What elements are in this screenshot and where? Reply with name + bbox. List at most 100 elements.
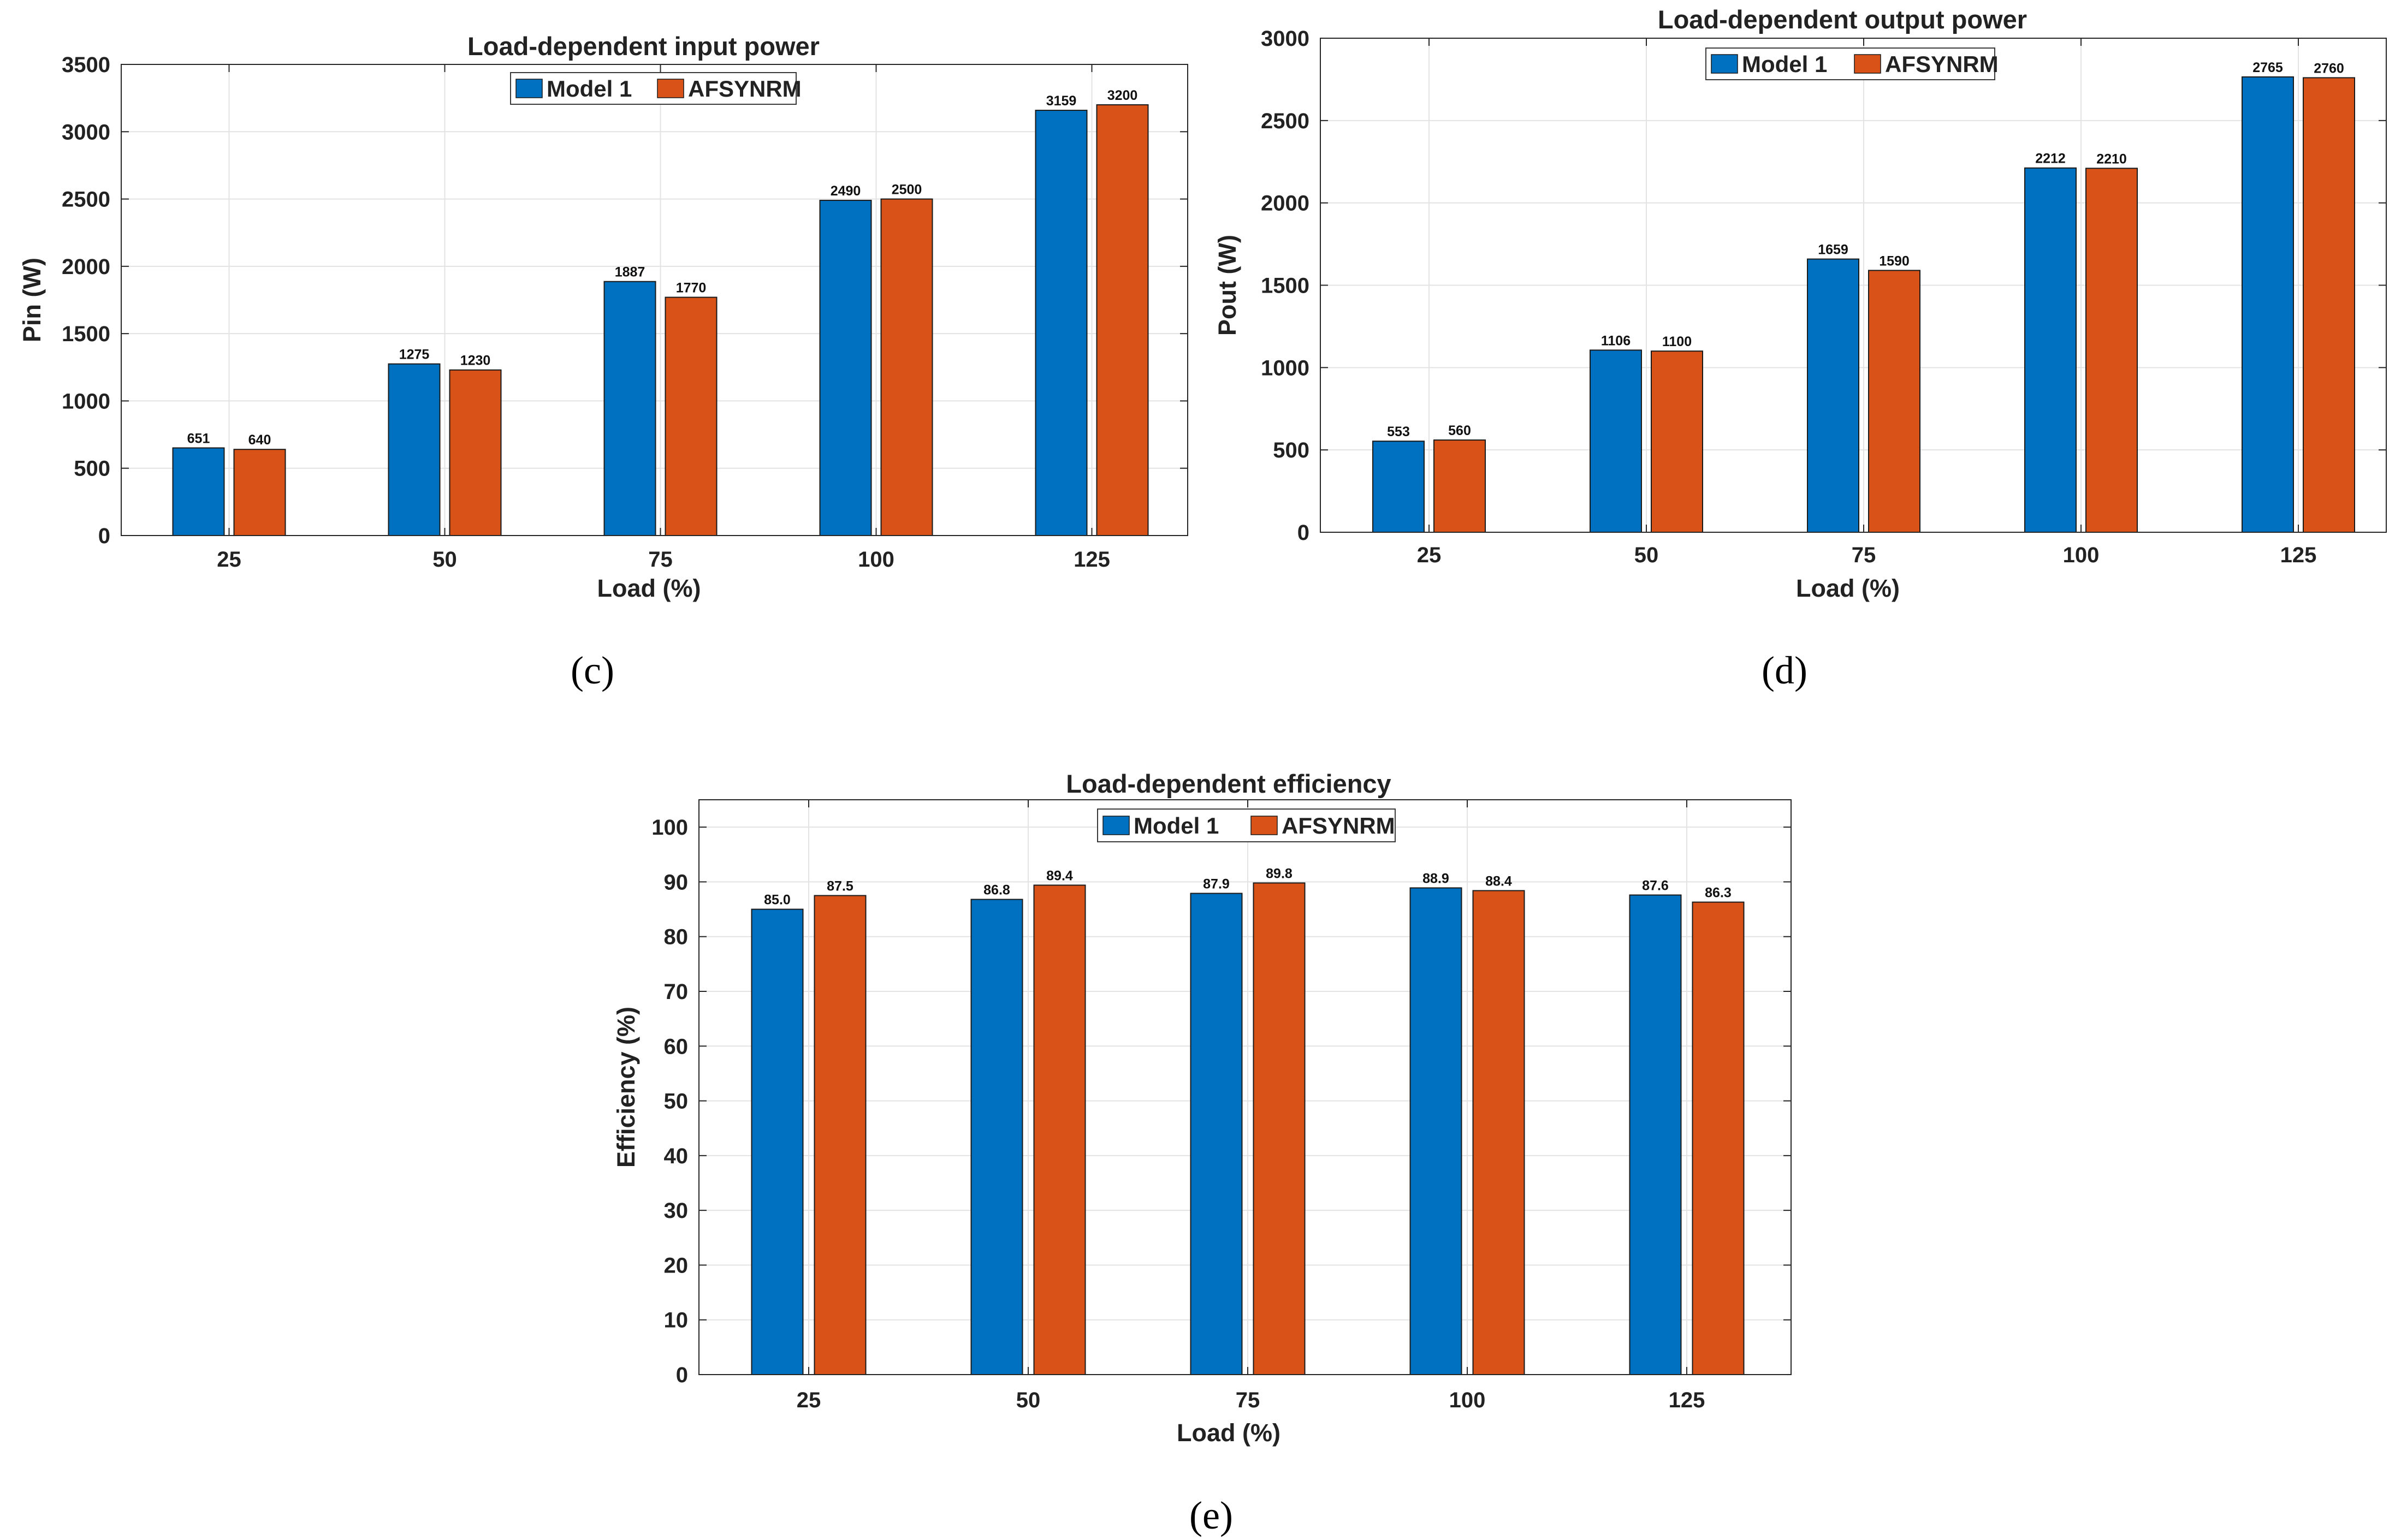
data-label: 89.4 — [1046, 868, 1073, 883]
x-tick-label: 25 — [797, 1388, 821, 1412]
y-tick-label: 1500 — [1261, 274, 1309, 298]
legend: Model 1 AFSYNRM — [1705, 47, 1999, 80]
x-tick-label: 125 — [2280, 543, 2317, 567]
y-tick-label: 1500 — [62, 322, 110, 346]
y-tick-label: 3000 — [1261, 27, 1309, 51]
data-label: 1659 — [1818, 242, 1848, 258]
chart-panel: 0 10 20 30 40 50 60 70 80 90 100 85.0 87.5 25 86.8 89.4… — [612, 769, 1792, 1537]
data-label: 87.6 — [1642, 878, 1669, 893]
data-label: 2765 — [2252, 60, 2283, 75]
x-tick-label: 125 — [1074, 548, 1110, 572]
legend-label-model1: Model 1 — [547, 76, 632, 102]
x-axis-label: Load (%) — [597, 574, 701, 602]
y-tick-label: 0 — [98, 524, 110, 548]
bar-afsynrm — [1033, 884, 1086, 1375]
bar-model1 — [1035, 110, 1088, 536]
x-tick-label: 25 — [217, 548, 241, 572]
data-label: 1230 — [460, 353, 491, 368]
axes-frame — [698, 799, 1792, 1375]
legend: Model 1 AFSYNRM — [510, 72, 802, 105]
y-tick-label: 3500 — [62, 53, 110, 77]
data-label: 3159 — [1046, 93, 1077, 109]
legend-box — [1097, 808, 1396, 842]
x-axis-label: Load (%) — [1796, 574, 1900, 602]
y-tick-label: 100 — [651, 816, 688, 840]
bar-afsynrm — [1651, 350, 1703, 533]
legend-label-afsynrm: AFSYNRM — [1885, 51, 1999, 77]
legend-label-afsynrm: AFSYNRM — [1282, 813, 1395, 839]
chart-panel: 0 500 1000 1500 2000 2500 3000 553 560 25 1106 1100… — [1213, 5, 2387, 692]
bar-afsynrm — [233, 449, 286, 536]
data-label: 3200 — [1107, 88, 1138, 103]
chart-title: Load-dependent efficiency — [1066, 769, 1391, 798]
data-label: 2210 — [2096, 151, 2127, 167]
bar-afsynrm — [1096, 104, 1149, 536]
x-axis-label: Load (%) — [1177, 1419, 1280, 1447]
data-label: 88.9 — [1422, 871, 1449, 886]
x-tick-label: 75 — [648, 548, 673, 572]
data-label: 1106 — [1601, 333, 1631, 348]
legend-label-model1: Model 1 — [1134, 813, 1219, 839]
data-label: 2760 — [2314, 61, 2344, 76]
x-tick-label: 50 — [432, 548, 457, 572]
bar-afsynrm — [449, 369, 502, 537]
legend-box — [510, 72, 797, 105]
y-tick-label: 30 — [664, 1199, 689, 1223]
data-label: 87.5 — [827, 879, 853, 894]
y-tick-label: 50 — [664, 1090, 689, 1114]
legend-label-model1: Model 1 — [1742, 51, 1827, 77]
data-label: 88.4 — [1485, 873, 1512, 889]
x-tick-label: 75 — [1236, 1388, 1260, 1412]
legend-swatch-model1 — [515, 79, 543, 98]
bar-afsynrm — [665, 296, 718, 536]
data-label: 560 — [1448, 423, 1471, 438]
bar-afsynrm — [1253, 882, 1306, 1376]
y-tick-label: 90 — [664, 870, 689, 894]
data-label: 1887 — [615, 265, 645, 280]
bar-model1 — [1372, 441, 1425, 533]
y-tick-label: 70 — [664, 980, 689, 1004]
y-tick-label: 1000 — [62, 389, 110, 413]
bar-model1 — [172, 447, 225, 536]
legend-swatch-afsynrm — [1854, 54, 1881, 74]
panel-label: (d) — [1762, 649, 1807, 692]
panel-label: (c) — [571, 649, 614, 692]
y-tick-label: 1000 — [1261, 356, 1309, 380]
bar-afsynrm — [814, 895, 867, 1375]
bar-model1 — [2024, 167, 2077, 533]
data-label: 651 — [187, 431, 210, 446]
y-tick-label: 2500 — [1261, 109, 1309, 133]
y-tick-label: 2000 — [1261, 192, 1309, 216]
data-label: 85.0 — [764, 893, 791, 908]
y-tick-label: 2500 — [62, 188, 110, 212]
plot-area — [698, 799, 1792, 1375]
legend-swatch-model1 — [1711, 54, 1738, 74]
legend-label-afsynrm: AFSYNRM — [688, 76, 802, 102]
bar-model1 — [819, 200, 872, 536]
x-tick-label: 75 — [1852, 543, 1876, 567]
bar-model1 — [1590, 349, 1642, 533]
data-label: 2212 — [2035, 151, 2066, 167]
bar-afsynrm — [2085, 168, 2138, 533]
chart-title: Load-dependent output power — [1658, 5, 2027, 34]
legend-swatch-afsynrm — [1250, 816, 1278, 835]
y-tick-label: 2000 — [62, 255, 110, 279]
data-label: 2500 — [892, 182, 922, 198]
bar-model1 — [2242, 76, 2294, 533]
bar-model1 — [970, 899, 1023, 1375]
axes-frame — [121, 64, 1188, 536]
y-tick-label: 500 — [1273, 438, 1309, 462]
bar-model1 — [1807, 258, 1859, 533]
data-label: 640 — [248, 432, 271, 448]
y-tick-label: 80 — [664, 925, 689, 949]
y-tick-label: 500 — [74, 457, 110, 481]
y-axis-label: Pin (W) — [18, 258, 46, 342]
y-tick-label: 0 — [1297, 521, 1309, 545]
bar-afsynrm — [880, 198, 933, 537]
bar-afsynrm — [1868, 270, 1920, 533]
bar-model1 — [1190, 893, 1243, 1375]
bar-afsynrm — [1692, 901, 1745, 1375]
legend-box — [1705, 47, 1995, 80]
y-tick-label: 3000 — [62, 120, 110, 144]
